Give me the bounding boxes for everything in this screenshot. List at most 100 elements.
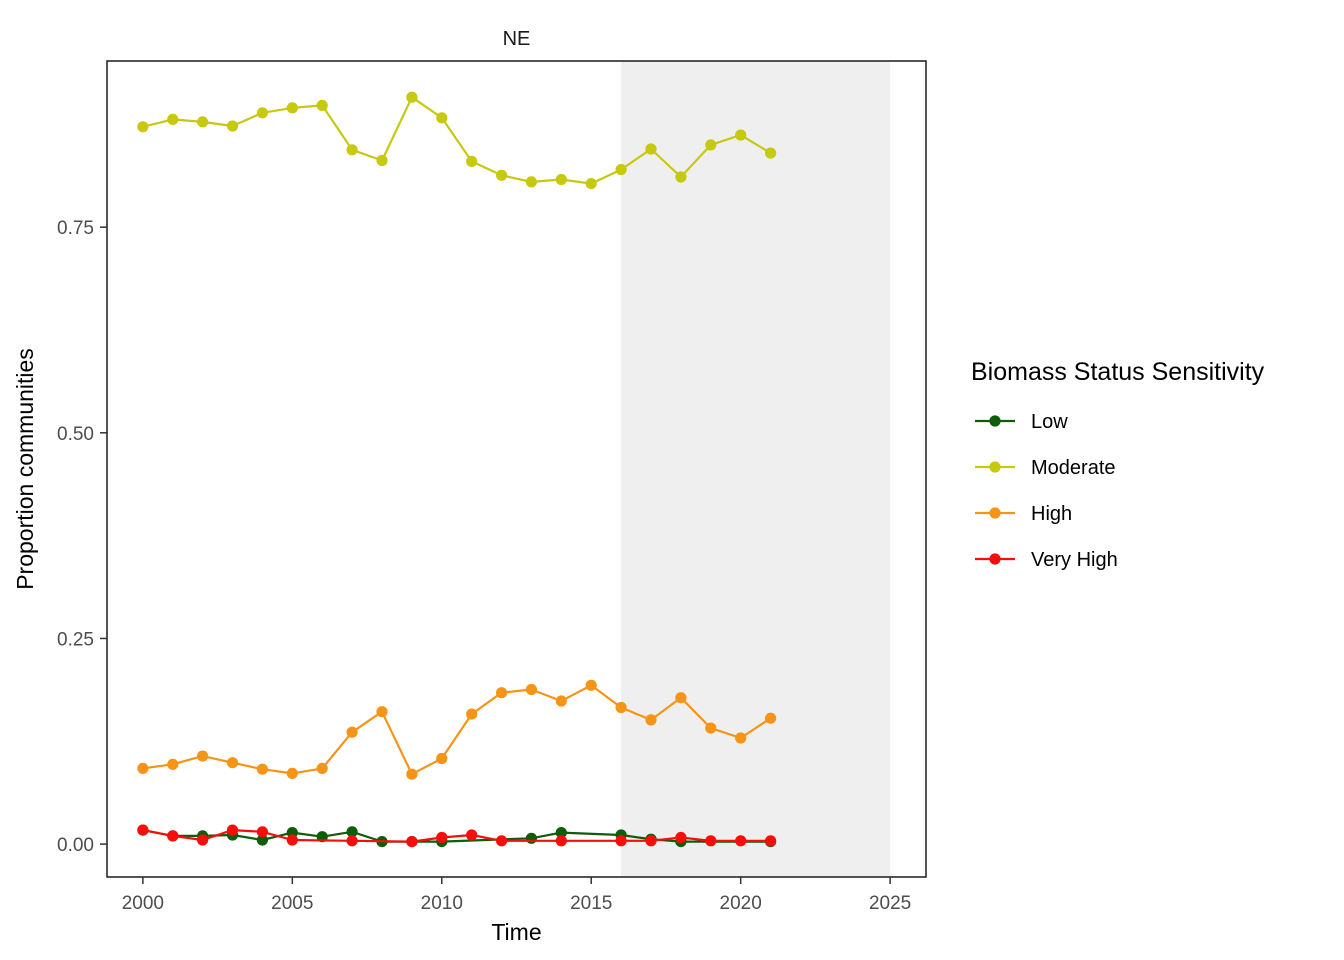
y-tick-label: 0.00: [57, 835, 94, 856]
series-moderate: [137, 91, 777, 190]
x-tick-label: 2000: [122, 893, 164, 914]
data-point: [137, 762, 149, 775]
data-point: [615, 701, 627, 714]
data-point: [645, 714, 657, 726]
series-very-high: [137, 824, 777, 848]
data-point: [346, 144, 358, 156]
legend-label: High: [1031, 503, 1072, 525]
data-point: [256, 107, 268, 119]
data-point: [496, 169, 508, 181]
data-point: [555, 695, 567, 707]
data-point: [496, 687, 508, 699]
x-tick-label: 2020: [720, 893, 762, 914]
data-point: [197, 834, 209, 846]
legend-item-very-high: Very High: [975, 549, 1118, 571]
data-point: [735, 732, 747, 744]
data-point: [436, 112, 448, 124]
legend: Biomass Status Sensitivity Low Moderate Hi…: [971, 358, 1265, 571]
x-tick-label: 2010: [421, 893, 463, 914]
data-point: [496, 835, 508, 847]
data-point: [675, 692, 687, 704]
x-tick-label: 2015: [570, 893, 612, 914]
data-point: [226, 120, 239, 132]
data-point: [615, 164, 627, 176]
data-point: [316, 762, 328, 775]
legend-item-high: High: [975, 503, 1072, 525]
legend-item-moderate: Moderate: [975, 457, 1116, 479]
data-point: [735, 835, 747, 847]
data-point: [705, 835, 717, 847]
data-point: [555, 827, 567, 839]
series-high: [137, 679, 777, 780]
legend-item-low: Low: [975, 411, 1068, 433]
data-point: [137, 121, 149, 133]
data-point: [525, 832, 538, 844]
data-point: [645, 835, 657, 847]
data-point: [197, 116, 209, 128]
data-point: [615, 835, 627, 847]
data-point: [436, 831, 448, 844]
shaded-region-layer: [621, 61, 891, 877]
data-point: [226, 757, 239, 769]
data-point: [406, 836, 418, 848]
legend-key-point: [989, 461, 1001, 473]
data-point: [346, 726, 358, 738]
data-point: [376, 154, 388, 167]
data-point: [167, 113, 179, 125]
data-point: [346, 826, 358, 838]
data-point: [137, 824, 149, 836]
data-point: [765, 147, 777, 159]
x-axis: 2000 2005 2010 2015 2020 2025: [122, 877, 911, 914]
data-point: [765, 835, 777, 847]
data-point: [197, 750, 209, 762]
data-point: [376, 706, 388, 718]
y-axis: 0.00 0.25 0.50 0.75: [57, 218, 107, 856]
y-tick-label: 0.75: [57, 218, 94, 239]
y-axis-title: Proportion communities: [12, 348, 38, 590]
data-point: [436, 752, 448, 765]
data-point: [256, 763, 268, 775]
data-point: [406, 768, 418, 780]
data-point: [585, 178, 597, 190]
data-point: [466, 829, 478, 841]
legend-label: Moderate: [1031, 457, 1116, 479]
data-point: [316, 99, 328, 111]
data-point: [167, 830, 179, 842]
x-axis-title: Time: [491, 919, 541, 945]
x-tick-label: 2005: [271, 893, 313, 914]
data-point: [525, 176, 538, 188]
y-tick-label: 0.25: [57, 629, 94, 650]
data-point: [585, 679, 597, 691]
legend-label: Very High: [1031, 549, 1118, 571]
data-point: [466, 155, 478, 167]
plot-panel-border: [106, 60, 927, 878]
series-line: [142, 684, 772, 776]
data-point: [525, 683, 538, 696]
legend-label: Low: [1031, 411, 1068, 433]
legend-key-point: [989, 507, 1001, 519]
data-point: [705, 722, 717, 734]
data-point: [286, 102, 298, 114]
data-point: [256, 834, 268, 846]
data-point: [555, 173, 567, 186]
data-point: [286, 767, 298, 780]
x-tick-label: 2025: [869, 893, 911, 914]
data-point: [555, 835, 567, 847]
data-point: [346, 835, 358, 847]
legend-title: Biomass Status Sensitivity: [971, 358, 1265, 386]
data-point: [226, 824, 239, 836]
data-point: [735, 129, 747, 141]
series-layer: [137, 91, 777, 848]
data-point: [645, 143, 657, 155]
series-line: [142, 96, 772, 185]
data-point: [705, 139, 717, 151]
legend-key-point: [989, 553, 1001, 565]
data-point: [466, 708, 478, 720]
data-point: [256, 826, 268, 838]
data-point: [675, 171, 687, 183]
legend-key-point: [989, 415, 1001, 427]
data-point: [765, 712, 777, 724]
data-point: [406, 91, 418, 103]
data-point: [167, 758, 179, 770]
